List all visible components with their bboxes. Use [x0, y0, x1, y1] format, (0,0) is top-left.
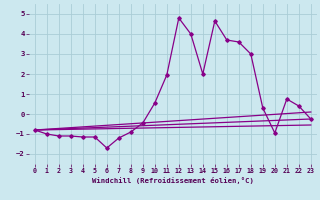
X-axis label: Windchill (Refroidissement éolien,°C): Windchill (Refroidissement éolien,°C)	[92, 177, 254, 184]
